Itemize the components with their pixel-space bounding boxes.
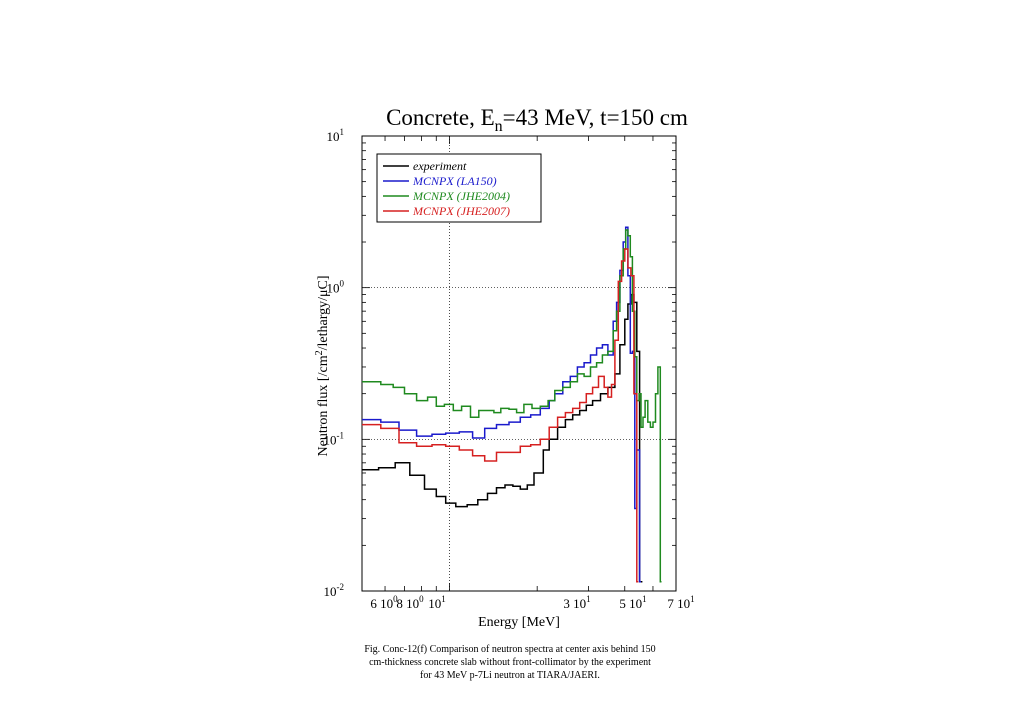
series-group bbox=[362, 226, 662, 583]
legend-label-jhe2004: MCNPX (JHE2004) bbox=[412, 189, 510, 203]
legend: experiment MCNPX (LA150) MCNPX (JHE2004)… bbox=[376, 153, 542, 223]
x-tick-label: 7 101 bbox=[667, 594, 694, 611]
caption-line-1: Fig. Conc-12(f) Comparison of neutron sp… bbox=[364, 644, 655, 655]
plot-frame bbox=[361, 135, 677, 592]
x-tick-label: 6 100 bbox=[370, 594, 398, 611]
legend-label-la150: MCNPX (LA150) bbox=[412, 174, 497, 188]
y-tick-label: 10-1 bbox=[324, 430, 345, 447]
x-tick-label: 5 101 bbox=[619, 594, 646, 611]
legend-label-jhe2007: MCNPX (JHE2007) bbox=[412, 204, 510, 218]
legend-label-experiment: experiment bbox=[413, 159, 467, 173]
series-line-0 bbox=[362, 293, 643, 583]
x-axis-label: Energy [MeV] bbox=[478, 615, 560, 630]
y-tick-label: 100 bbox=[327, 279, 345, 296]
x-tick-label: 3 101 bbox=[563, 594, 590, 611]
chart-title: Concrete, En=43 MeV, t=150 cm bbox=[386, 105, 688, 135]
y-tick-label: 101 bbox=[327, 127, 345, 144]
series-line-3 bbox=[362, 248, 639, 583]
y-axis-label: Neutron flux [/cm2/lethargy/μC] bbox=[314, 276, 331, 457]
y-tick-label: 10-2 bbox=[324, 582, 345, 599]
x-tick-label: 101 bbox=[428, 594, 446, 611]
caption-line-3: for 43 MeV p-7Li neutron at TIARA/JAERI. bbox=[420, 670, 600, 681]
series-line-1 bbox=[362, 226, 641, 583]
series-line-2 bbox=[362, 229, 662, 583]
x-tick-label: 8 100 bbox=[396, 594, 424, 611]
caption-line-2: cm-thickness concrete slab without front… bbox=[369, 657, 651, 668]
